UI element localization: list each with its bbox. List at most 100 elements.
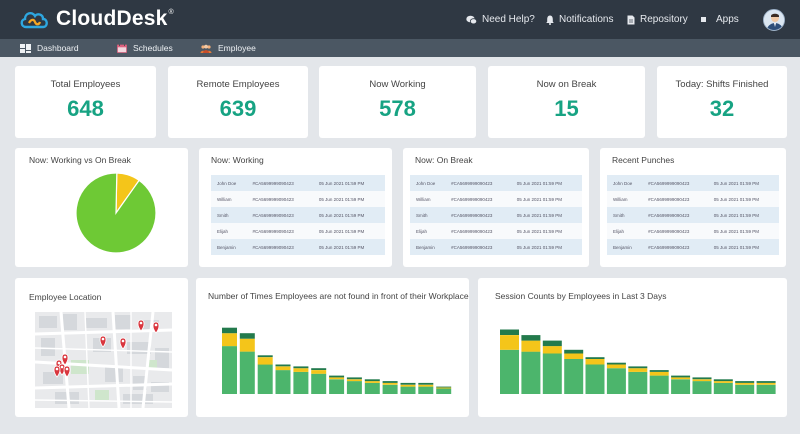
logo[interactable]: CloudDesk ®	[18, 7, 174, 31]
bar-segment[interactable]	[311, 373, 327, 394]
bar-segment[interactable]	[692, 379, 712, 382]
bar-segment[interactable]	[542, 346, 562, 354]
bar-segment[interactable]	[382, 381, 398, 383]
table-row[interactable]: Smith #CA5699999090423 05 Jun 2021 01:59 P…	[211, 207, 385, 223]
bar-segment[interactable]	[418, 382, 434, 385]
table-row[interactable]: Benjamin #CA5699999090423 05 Jun 2021 01:5…	[607, 239, 779, 255]
bar-segment[interactable]	[293, 371, 309, 394]
bar-segment[interactable]	[257, 364, 273, 395]
bar-segment[interactable]	[649, 370, 669, 372]
location-map[interactable]	[35, 312, 172, 408]
table-row[interactable]: William #CA5699999090423 05 Jun 2021 01:59…	[211, 191, 385, 207]
pie-slice-working[interactable]	[75, 172, 157, 254]
bar-segment[interactable]	[735, 381, 755, 383]
bar-segment[interactable]	[585, 357, 605, 359]
bar-segment[interactable]	[311, 368, 327, 370]
map-pin-icon[interactable]	[137, 319, 145, 332]
bar-segment[interactable]	[329, 377, 345, 380]
nav-dashboard[interactable]: Dashboard	[20, 39, 79, 57]
bar-segment[interactable]	[400, 384, 416, 387]
avatar[interactable]	[763, 9, 785, 31]
table-row[interactable]: John Doe #CA5699999090423 05 Jun 2021 01:5…	[211, 175, 385, 191]
bar-segment[interactable]	[222, 333, 237, 347]
bar-segment[interactable]	[382, 382, 398, 385]
bar-segment[interactable]	[692, 377, 712, 380]
notifications-link[interactable]: Notifications	[546, 0, 613, 39]
bar-segment[interactable]	[585, 359, 605, 365]
bar-segment[interactable]	[364, 382, 380, 394]
bar-segment[interactable]	[713, 379, 733, 382]
nav-employee[interactable]: Employee	[200, 39, 256, 57]
table-row[interactable]: Benjamin #CA5699999090423 05 Jun 2021 01:5…	[410, 239, 582, 255]
bar-segment[interactable]	[542, 353, 562, 395]
bar-segment[interactable]	[400, 386, 416, 394]
bar-segment[interactable]	[364, 381, 380, 383]
bar-segment[interactable]	[222, 327, 237, 334]
bar-segment[interactable]	[756, 384, 776, 394]
bar-segment[interactable]	[500, 329, 519, 336]
bar-segment[interactable]	[436, 388, 452, 395]
table-row[interactable]: John Doe #CA5699999090423 05 Jun 2021 01:5…	[607, 175, 779, 191]
bar-segment[interactable]	[756, 382, 776, 385]
bar-segment[interactable]	[436, 386, 452, 388]
bar-segment[interactable]	[500, 349, 519, 394]
bar-segment[interactable]	[692, 381, 712, 394]
bar-segment[interactable]	[671, 375, 691, 378]
bar-segment[interactable]	[756, 381, 776, 383]
table-row[interactable]: Elijah #CA5699999090423 05 Jun 2021 01:59 …	[607, 223, 779, 239]
map-pin-icon[interactable]	[152, 321, 160, 334]
bar-segment[interactable]	[628, 371, 648, 394]
bar-segment[interactable]	[239, 351, 255, 394]
bar-segment[interactable]	[649, 371, 669, 376]
table-row[interactable]: Smith #CA5699999090423 05 Jun 2021 01:59 P…	[607, 207, 779, 223]
bar-segment[interactable]	[222, 346, 237, 394]
bar-segment[interactable]	[346, 379, 362, 382]
bar-segment[interactable]	[713, 381, 733, 383]
map-pin-icon[interactable]	[53, 365, 61, 378]
bar-segment[interactable]	[628, 366, 648, 369]
bar-segment[interactable]	[346, 377, 362, 380]
table-row[interactable]: William #CA5699999090423 05 Jun 2021 01:59…	[607, 191, 779, 207]
apps-link[interactable]: Apps	[700, 0, 739, 39]
bar-segment[interactable]	[239, 338, 255, 352]
bar-segment[interactable]	[257, 355, 273, 358]
table-row[interactable]: Smith #CA5699999090423 05 Jun 2021 01:59 P…	[410, 207, 582, 223]
table-row[interactable]: Elijah #CA5699999090423 05 Jun 2021 01:59 …	[211, 223, 385, 239]
bar-segment[interactable]	[521, 351, 541, 394]
bar-segment[interactable]	[713, 382, 733, 394]
map-pin-icon[interactable]	[119, 337, 127, 350]
bar-segment[interactable]	[521, 340, 541, 352]
table-row[interactable]: Elijah #CA5699999090423 05 Jun 2021 01:59 …	[410, 223, 582, 239]
bar-segment[interactable]	[606, 364, 626, 369]
bar-segment[interactable]	[671, 379, 691, 394]
bar-segment[interactable]	[293, 366, 309, 369]
bar-segment[interactable]	[735, 384, 755, 394]
table-row[interactable]: Benjamin #CA5699999090423 05 Jun 2021 01:5…	[211, 239, 385, 255]
map-pin-icon[interactable]	[63, 365, 71, 378]
repository-link[interactable]: Repository	[627, 0, 688, 39]
bar-segment[interactable]	[606, 362, 626, 365]
bar-segment[interactable]	[382, 384, 398, 394]
bar-segment[interactable]	[606, 368, 626, 394]
bar-segment[interactable]	[542, 340, 562, 347]
bar-segment[interactable]	[239, 333, 255, 339]
bar-segment[interactable]	[585, 364, 605, 395]
bar-segment[interactable]	[564, 359, 584, 394]
bar-segment[interactable]	[311, 370, 327, 374]
bar-segment[interactable]	[735, 382, 755, 385]
bar-segment[interactable]	[628, 368, 648, 372]
map-pin-icon[interactable]	[99, 335, 107, 348]
need-help-link[interactable]: Need Help?	[466, 0, 535, 39]
bar-segment[interactable]	[346, 381, 362, 394]
table-row[interactable]: John Doe #CA5699999090423 05 Jun 2021 01:5…	[410, 175, 582, 191]
bar-segment[interactable]	[418, 386, 434, 394]
nav-schedules[interactable]: Schedules	[117, 39, 173, 57]
map-pin-icon[interactable]	[61, 353, 69, 366]
bar-segment[interactable]	[500, 335, 519, 350]
bar-segment[interactable]	[400, 382, 416, 385]
bar-segment[interactable]	[275, 364, 291, 367]
bar-segment[interactable]	[275, 370, 291, 394]
bar-segment[interactable]	[329, 379, 345, 394]
table-row[interactable]: William #CA5699999090423 05 Jun 2021 01:59…	[410, 191, 582, 207]
bar-segment[interactable]	[418, 384, 434, 387]
